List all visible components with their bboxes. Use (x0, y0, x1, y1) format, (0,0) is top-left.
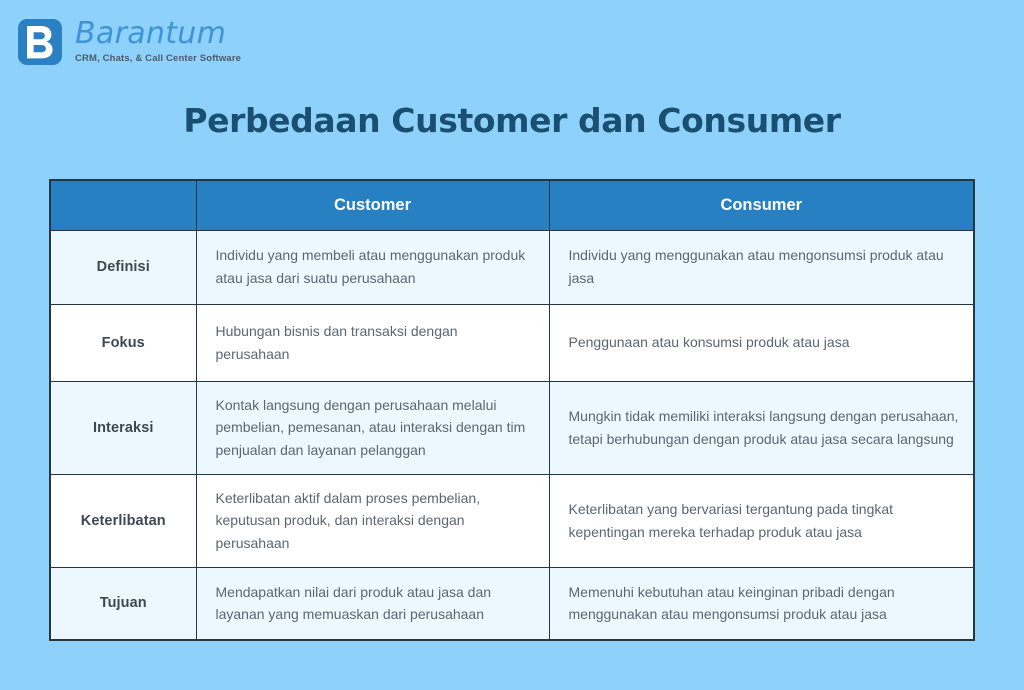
brand-name: Barantum (75, 16, 227, 51)
brand-tagline: CRM, Chats, & Call Center Software (75, 52, 242, 64)
column-header-blank (49, 179, 197, 231)
column-header-consumer: Consumer (548, 179, 975, 231)
table-body: Definisi Individu yang membeli atau meng… (49, 229, 975, 641)
row-label-definisi: Definisi (49, 229, 197, 305)
table-row: Keterlibatan Keterlibatan aktif dalam pr… (49, 473, 975, 568)
row-label-fokus: Fokus (49, 303, 197, 382)
cell-consumer-interaksi: Mungkin tidak memiliki interaksi langsun… (548, 380, 975, 475)
cell-customer-definisi: Individu yang membeli atau menggunakan p… (195, 229, 550, 305)
row-label-interaksi: Interaksi (49, 380, 197, 475)
brand-text: Barantum CRM, Chats, & Call Center Softw… (75, 16, 241, 64)
cell-customer-interaksi: Kontak langsung dengan perusahaan melalu… (195, 380, 550, 475)
table-header: Customer Consumer (49, 179, 975, 231)
table-header-row: Customer Consumer (49, 179, 975, 231)
comparison-table: Customer Consumer Definisi Individu yang… (49, 179, 975, 642)
cell-consumer-tujuan: Memenuhi kebutuhan atau keinginan pribad… (548, 566, 975, 641)
brand-logo: Barantum CRM, Chats, & Call Center Softw… (18, 16, 241, 65)
cell-consumer-definisi: Individu yang menggunakan atau mengonsum… (548, 229, 975, 305)
row-label-tujuan: Tujuan (49, 566, 197, 641)
cell-customer-fokus: Hubungan bisnis dan transaksi dengan per… (195, 303, 550, 382)
table-row: Fokus Hubungan bisnis dan transaksi deng… (49, 303, 975, 382)
table-row: Tujuan Mendapatkan nilai dari produk ata… (49, 566, 975, 641)
column-header-customer: Customer (195, 179, 550, 231)
cell-consumer-fokus: Penggunaan atau konsumsi produk atau jas… (548, 303, 975, 382)
cell-customer-keterlibatan: Keterlibatan aktif dalam proses pembelia… (195, 473, 550, 568)
row-label-keterlibatan: Keterlibatan (49, 473, 197, 568)
cell-consumer-keterlibatan: Keterlibatan yang bervariasi tergantung … (548, 473, 975, 568)
cell-customer-tujuan: Mendapatkan nilai dari produk atau jasa … (195, 566, 550, 641)
table-row: Interaksi Kontak langsung dengan perusah… (49, 380, 975, 475)
barantum-b-logo-icon (18, 19, 62, 65)
table-row: Definisi Individu yang membeli atau meng… (49, 229, 975, 305)
page-title: Perbedaan Customer dan Consumer (183, 101, 841, 140)
